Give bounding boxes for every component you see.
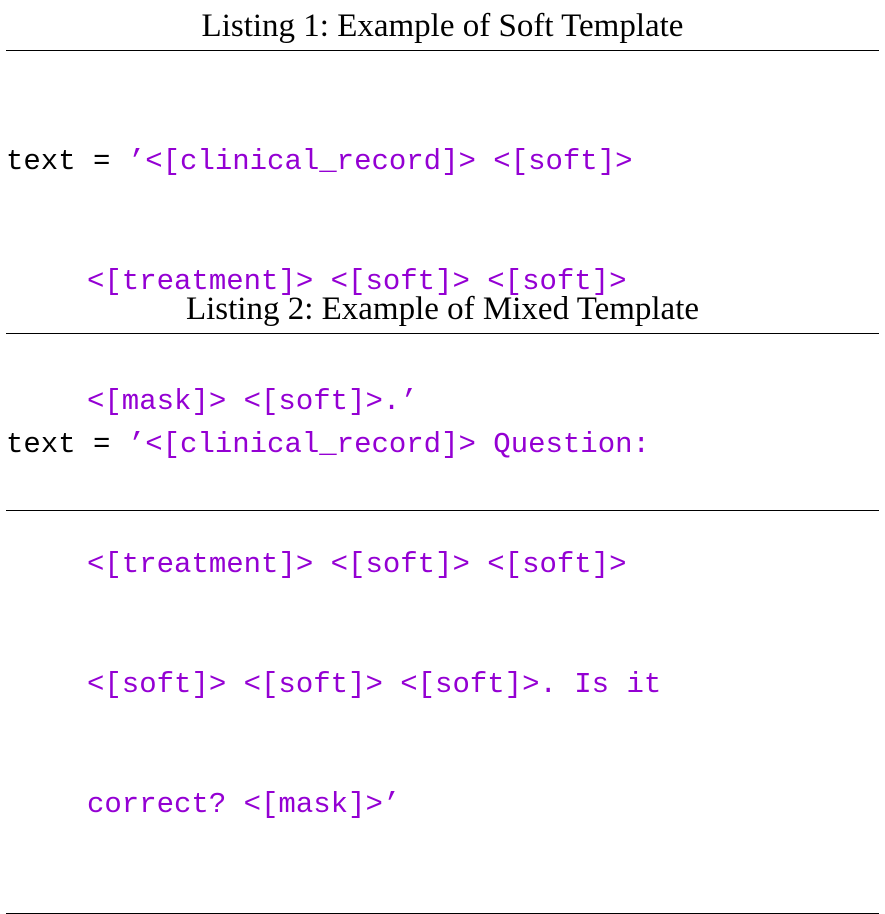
listing-caption: Listing 2: Example of Mixed Template [185,291,700,327]
top-rule [6,50,879,51]
code-line: <[mask]> <[soft]>.’ [87,385,418,418]
code-block: text = ’<[clinical_record]> <[soft]> <[t… [6,51,879,510]
listing-soft-template: Listing 1: Example of Soft Template text… [6,0,879,511]
code-line: text = ’<[clinical_record]> <[soft]> [6,142,879,182]
code-line: correct? <[mask]>’ [87,788,401,821]
string-literal: ’<[clinical_record]> <[soft]> [127,145,633,178]
code-prefix: text = [6,145,128,178]
code-line: <[treatment]> <[soft]> <[soft]> [87,548,627,581]
listing-caption: Listing 1: Example of Soft Template [201,8,684,44]
bottom-rule [6,510,879,511]
listing-mixed-template: Listing 2: Example of Mixed Template tex… [6,283,879,914]
code-line: text = ’<[clinical_record]> Question: [6,425,879,465]
top-rule [6,333,879,334]
code-line: <[soft]> <[soft]> <[soft]>. Is it [87,668,662,701]
code-block: text = ’<[clinical_record]> Question: <[… [6,334,879,913]
code-line: <[treatment]> <[soft]> <[soft]> [87,265,627,298]
code-prefix: text = [6,428,128,461]
string-literal: ’<[clinical_record]> Question: [127,428,650,461]
